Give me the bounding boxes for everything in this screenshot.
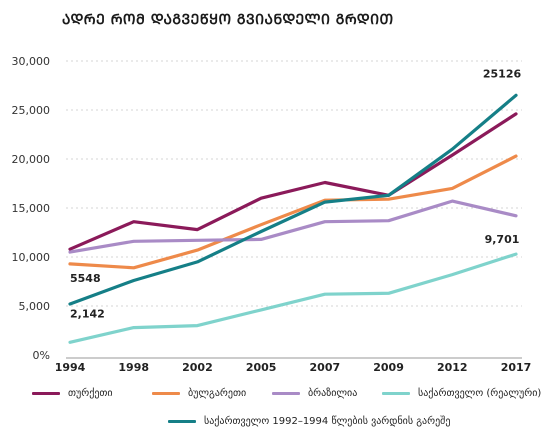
legend-label: თურქეთი <box>68 388 113 399</box>
series-line-2 <box>68 199 518 254</box>
legend-label: საქართველო 1992–1994 წლების ვარდნის გარე… <box>204 416 451 427</box>
legend-item-bulgaria: ბულგარეთი <box>152 388 246 399</box>
x-tick-label: 2007 <box>310 361 341 374</box>
data-label: 5548 <box>70 272 101 285</box>
legend-item-georgia-counterfactual: საქართველო 1992–1994 წლების ვარდნის გარე… <box>168 416 450 427</box>
x-tick-label: 2009 <box>373 361 404 374</box>
x-tick-label: 2012 <box>437 361 468 374</box>
x-tick-label: 2002 <box>182 361 213 374</box>
y-tick-label: 10,000 <box>12 251 51 264</box>
legend-swatch <box>382 392 410 395</box>
legend-swatch <box>152 392 180 395</box>
legend-label: ბულგარეთი <box>188 388 247 399</box>
series-line-4 <box>68 93 518 306</box>
series-line-1 <box>68 154 518 270</box>
legend-swatch <box>272 392 300 395</box>
legend-swatch <box>32 392 60 395</box>
x-tick-label: 2017 <box>501 361 532 374</box>
legend-item-georgia-real: საქართველო (რეალური) <box>382 388 541 399</box>
chart-title: ᲐᲓᲠᲔ ᲠᲝᲛ ᲓᲐᲒᲕᲔᲬᲧᲝ ᲒᲕᲘᲐᲜᲓᲔᲚᲘ ᲒᲠᲓᲘᲗ <box>62 12 394 28</box>
x-tick-label: 1998 <box>118 361 149 374</box>
legend-swatch <box>168 420 196 423</box>
line-chart: 0% 5,000 10,000 15,000 20,000 25,000 30,000 199… <box>12 55 532 374</box>
x-tick-label: 2005 <box>246 361 277 374</box>
legend-item-brazil: ბრაზილია <box>272 388 357 399</box>
series-lines <box>68 93 518 344</box>
y-tick-label: 15,000 <box>12 202 51 215</box>
series-line-0 <box>68 112 518 251</box>
data-label: 2,142 <box>70 307 105 320</box>
series-line-3 <box>68 252 518 344</box>
x-tick-label: 1994 <box>55 361 86 374</box>
legend-label: საქართველო (რეალური) <box>418 388 542 399</box>
y-tick-label: 25,000 <box>12 104 51 117</box>
y-tick-label: 30,000 <box>12 55 51 68</box>
legend-label: ბრაზილია <box>308 388 358 399</box>
data-label: 25126 <box>483 67 522 80</box>
legend-item-turkey: თურქეთი <box>32 388 113 399</box>
legend: თურქეთი ბულგარეთი ბრაზილია საქართველო (რ… <box>0 378 550 439</box>
axes: 0% 5,000 10,000 15,000 20,000 25,000 30,000 199… <box>12 55 532 374</box>
y-tick-label: 5,000 <box>19 300 51 313</box>
y-tick-label: 0% <box>33 349 50 362</box>
annotations: 25126 9,701 5548 2,142 <box>70 67 521 320</box>
y-tick-label: 20,000 <box>12 153 51 166</box>
data-label: 9,701 <box>485 233 520 246</box>
